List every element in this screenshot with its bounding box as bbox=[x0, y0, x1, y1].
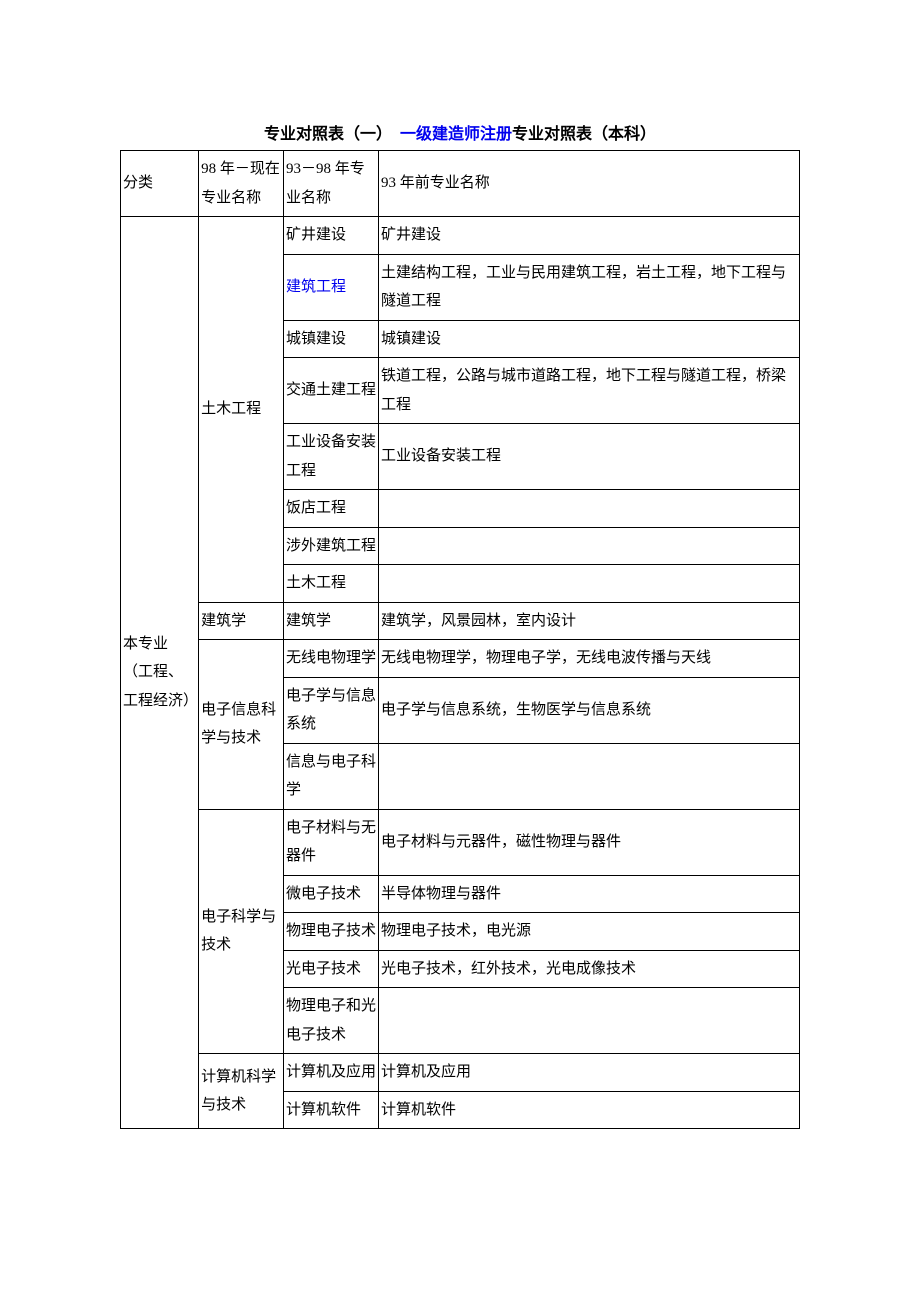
cell-93-98: 计算机及应用 bbox=[283, 1054, 378, 1092]
cell-93-98: 无线电物理学 bbox=[283, 640, 378, 678]
cell-93-98: 饭店工程 bbox=[283, 490, 378, 528]
table-header-row: 分类 98 年－现在专业名称 93－98 年专业名称 93 年前专业名称 bbox=[121, 151, 800, 217]
group-cell: 电子信息科学与技术 bbox=[199, 640, 284, 810]
cell-pre93: 电子材料与元器件，磁性物理与器件 bbox=[379, 809, 800, 875]
header-pre93-major: 93 年前专业名称 bbox=[379, 151, 800, 217]
title-link[interactable]: 一级建造师注册 bbox=[400, 126, 512, 143]
cell-pre93 bbox=[379, 565, 800, 603]
group-cell: 电子科学与技术 bbox=[199, 809, 284, 1054]
cell-93-98: 涉外建筑工程 bbox=[283, 527, 378, 565]
category-line2: （工程、工程经济） bbox=[123, 664, 198, 709]
cell-pre93 bbox=[379, 490, 800, 528]
cell-93-98: 光电子技术 bbox=[283, 950, 378, 988]
cell-93-98: 城镇建设 bbox=[283, 320, 378, 358]
cell-pre93 bbox=[379, 988, 800, 1054]
cell-pre93 bbox=[379, 527, 800, 565]
cell-pre93: 城镇建设 bbox=[379, 320, 800, 358]
title-prefix: 专业对照表（一） bbox=[264, 126, 400, 143]
page-title: 专业对照表（一） 一级建造师注册专业对照表（本科） bbox=[120, 120, 800, 144]
cell-93-98: 矿井建设 bbox=[283, 217, 378, 255]
cell-93-98: 工业设备安装工程 bbox=[283, 424, 378, 490]
cell-pre93: 半导体物理与器件 bbox=[379, 875, 800, 913]
group-cell: 建筑学 bbox=[199, 602, 284, 640]
category-cell: 本专业 （工程、工程经济） bbox=[121, 217, 199, 1129]
header-category: 分类 bbox=[121, 151, 199, 217]
title-suffix: 专业对照表（本科） bbox=[512, 126, 656, 143]
group-cell: 计算机科学与技术 bbox=[199, 1054, 284, 1129]
cell-93-98: 物理电子技术 bbox=[283, 913, 378, 951]
cell-93-98: 电子材料与无器件 bbox=[283, 809, 378, 875]
cell-93-98: 计算机软件 bbox=[283, 1091, 378, 1129]
cell-pre93: 物理电子技术，电光源 bbox=[379, 913, 800, 951]
cell-93-98: 建筑学 bbox=[283, 602, 378, 640]
table-row: 建筑学 建筑学 建筑学，风景园林，室内设计 bbox=[121, 602, 800, 640]
header-93-98-major: 93－98 年专业名称 bbox=[283, 151, 378, 217]
cell-pre93: 铁道工程，公路与城市道路工程，地下工程与隧道工程，桥梁工程 bbox=[379, 358, 800, 424]
table-row: 计算机科学与技术 计算机及应用 计算机及应用 bbox=[121, 1054, 800, 1092]
cell-pre93: 建筑学，风景园林，室内设计 bbox=[379, 602, 800, 640]
cell-93-98: 物理电子和光电子技术 bbox=[283, 988, 378, 1054]
cell-93-98: 微电子技术 bbox=[283, 875, 378, 913]
majors-table: 分类 98 年－现在专业名称 93－98 年专业名称 93 年前专业名称 本专业… bbox=[120, 150, 800, 1129]
cell-93-98: 电子学与信息系统 bbox=[283, 677, 378, 743]
cell-pre93: 工业设备安装工程 bbox=[379, 424, 800, 490]
cell-pre93: 矿井建设 bbox=[379, 217, 800, 255]
page-container: 专业对照表（一） 一级建造师注册专业对照表（本科） 分类 98 年－现在专业名称… bbox=[0, 0, 920, 1169]
cell-pre93: 无线电物理学，物理电子学，无线电波传播与天线 bbox=[379, 640, 800, 678]
category-line1: 本专业 bbox=[123, 636, 168, 652]
cell-pre93: 计算机软件 bbox=[379, 1091, 800, 1129]
cell-pre93: 计算机及应用 bbox=[379, 1054, 800, 1092]
cell-93-98: 交通土建工程 bbox=[283, 358, 378, 424]
cell-pre93: 光电子技术，红外技术，光电成像技术 bbox=[379, 950, 800, 988]
cell-93-98-link[interactable]: 建筑工程 bbox=[283, 254, 378, 320]
header-current-major: 98 年－现在专业名称 bbox=[199, 151, 284, 217]
cell-93-98: 信息与电子科学 bbox=[283, 743, 378, 809]
cell-93-98: 土木工程 bbox=[283, 565, 378, 603]
table-row: 电子信息科学与技术 无线电物理学 无线电物理学，物理电子学，无线电波传播与天线 bbox=[121, 640, 800, 678]
cell-pre93 bbox=[379, 743, 800, 809]
cell-pre93: 土建结构工程，工业与民用建筑工程，岩土工程，地下工程与隧道工程 bbox=[379, 254, 800, 320]
cell-pre93: 电子学与信息系统，生物医学与信息系统 bbox=[379, 677, 800, 743]
table-row: 本专业 （工程、工程经济） 土木工程 矿井建设 矿井建设 bbox=[121, 217, 800, 255]
table-row: 电子科学与技术 电子材料与无器件 电子材料与元器件，磁性物理与器件 bbox=[121, 809, 800, 875]
group-cell: 土木工程 bbox=[199, 217, 284, 603]
